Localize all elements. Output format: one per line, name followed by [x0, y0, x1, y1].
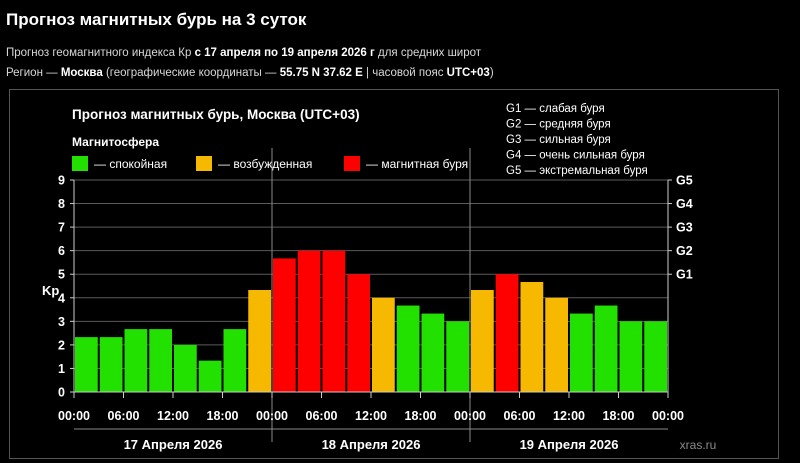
- g-tick-label: G3: [676, 221, 693, 235]
- x-tick-label: 06:00: [306, 409, 338, 423]
- kp-bar: [174, 344, 197, 392]
- coords-prefix: (географические координаты —: [102, 67, 280, 79]
- timezone-prefix: | часовой пояс: [362, 67, 447, 79]
- g-tick-label: G2: [676, 244, 693, 258]
- forecast-period: с 17 апреля по 19 апреля 2026 г: [194, 47, 375, 59]
- region-coords: 55.75 N 37.62 E: [279, 67, 363, 79]
- kp-bar: [248, 290, 271, 392]
- y-tick-label: 7: [58, 221, 65, 235]
- x-tick-label: 06:00: [108, 409, 140, 423]
- y-tick-label: 8: [58, 197, 65, 211]
- legend-label: — возбужденная: [218, 157, 312, 171]
- x-tick-label: 18:00: [207, 409, 239, 423]
- region-line-suffix: ): [489, 67, 494, 79]
- kp-bar: [396, 305, 420, 392]
- plot-area: [74, 180, 668, 392]
- kp-bar: [75, 337, 98, 392]
- forecast-period-line: Прогноз геомагнитного индекса Кр с 17 ап…: [6, 47, 481, 59]
- kp-bar: [545, 297, 568, 392]
- g-scale-item: G4 — очень сильная буря: [506, 150, 645, 162]
- kp-bar: [570, 313, 593, 392]
- kp-bar: [273, 258, 296, 392]
- kp-bar: [322, 250, 346, 392]
- day-label: 18 Апреля 2026: [322, 437, 421, 452]
- y-tick-label: 4: [58, 291, 65, 305]
- y-tick-label: 6: [58, 244, 65, 258]
- x-tick-label: 00:00: [454, 409, 486, 423]
- x-tick-label: 00:00: [58, 409, 90, 423]
- kp-bar: [297, 250, 321, 392]
- g-tick-label: G4: [676, 197, 693, 211]
- g-scale-item: G2 — средняя буря: [506, 119, 611, 131]
- kp-bar: [124, 329, 148, 392]
- kp-bar: [223, 329, 247, 392]
- y-tick-label: 3: [58, 315, 65, 329]
- kp-bar: [198, 360, 222, 392]
- forecast-period-suffix: для средних широт: [374, 47, 482, 59]
- kp-bar: [594, 305, 618, 392]
- kp-bar: [372, 297, 395, 392]
- kp-bar: [619, 321, 643, 392]
- region-line: Регион — Москва (географические координа…: [6, 67, 494, 79]
- g-scale-item: G3 — сильная буря: [506, 134, 611, 146]
- g-tick-label: G1: [676, 268, 693, 282]
- x-tick-label: 12:00: [553, 409, 585, 423]
- y-tick-label: 0: [58, 386, 65, 400]
- legend-swatch: [344, 156, 360, 171]
- kp-bar: [520, 281, 544, 392]
- g-tick-label: G5: [676, 174, 693, 188]
- x-tick-label: 18:00: [405, 409, 437, 423]
- kp-bar: [421, 313, 445, 392]
- kp-bar: [495, 274, 519, 392]
- x-tick-label: 12:00: [355, 409, 387, 423]
- g-scale-item: G1 — слабая буря: [506, 103, 605, 115]
- kp-bar: [99, 337, 123, 392]
- page-title: Прогноз магнитных бурь на 3 суток: [6, 10, 307, 29]
- kp-bar: [149, 329, 172, 392]
- kp-forecast-chart: Прогноз магнитных бурь, Москва (UTC+03) М…: [42, 103, 717, 452]
- day-label: 19 Апреля 2026: [520, 437, 619, 452]
- legend-swatch: [72, 156, 88, 171]
- y-tick-label: 5: [58, 268, 65, 282]
- chart-frame: Прогноз магнитных бурь, Москва (UTC+03) М…: [9, 89, 779, 459]
- kp-bar: [446, 321, 469, 392]
- g-scale-item: G5 — экстремальная буря: [506, 165, 648, 177]
- region-timezone: UTC+03: [446, 67, 490, 79]
- x-tick-label: 06:00: [504, 409, 536, 423]
- y-tick-label: 2: [58, 338, 65, 352]
- region-prefix: Регион —: [6, 67, 61, 79]
- source-label: xras.ru: [680, 438, 717, 452]
- legend-label: — спокойная: [94, 157, 167, 171]
- x-tick-label: 00:00: [652, 409, 684, 423]
- x-tick-label: 18:00: [603, 409, 635, 423]
- legend-label: — магнитная буря: [366, 157, 468, 171]
- region-name: Москва: [60, 67, 103, 79]
- day-label: 17 Апреля 2026: [124, 437, 223, 452]
- x-tick-label: 00:00: [256, 409, 288, 423]
- x-tick-label: 12:00: [157, 409, 189, 423]
- y-tick-label: 1: [58, 362, 65, 376]
- kp-bar: [644, 321, 667, 392]
- legend-title: Магнитосфера: [72, 135, 159, 149]
- legend-swatch: [196, 156, 212, 171]
- kp-bar: [347, 274, 370, 392]
- kp-bar: [471, 290, 494, 392]
- forecast-period-prefix: Прогноз геомагнитного индекса Кр: [6, 47, 195, 59]
- y-axis-label: Kp: [42, 283, 59, 298]
- y-tick-label: 9: [58, 174, 65, 188]
- chart-title: Прогноз магнитных бурь, Москва (UTC+03): [72, 107, 360, 122]
